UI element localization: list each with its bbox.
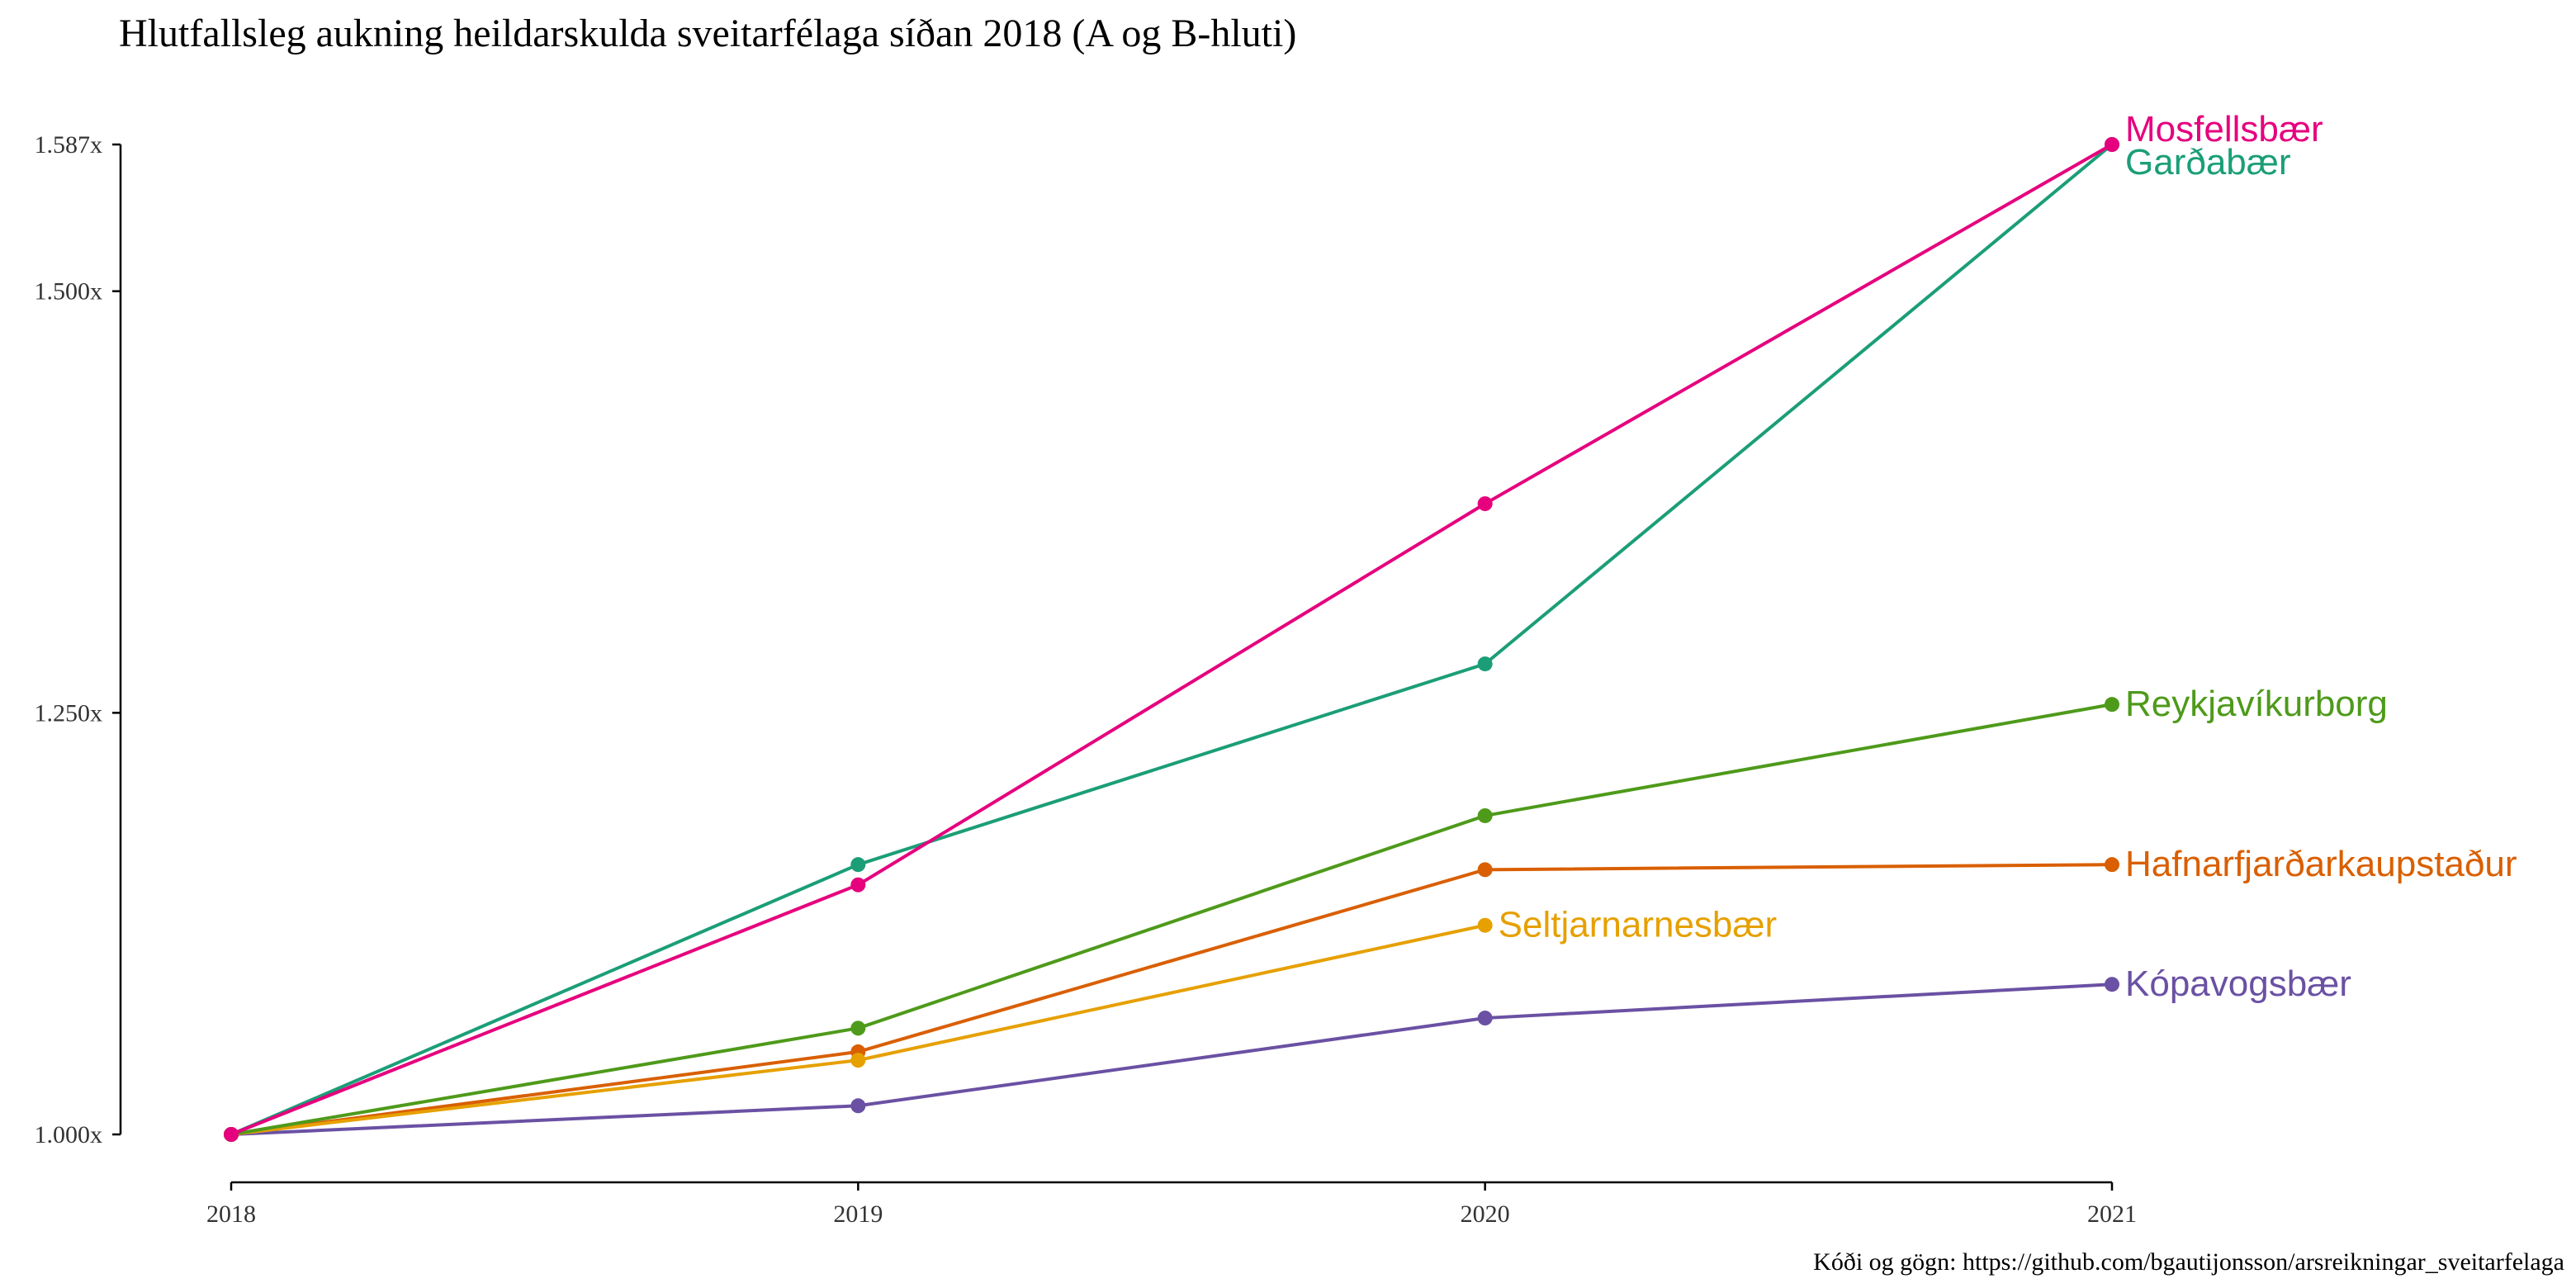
data-point-seltjarnarnesb-r: [1477, 917, 1493, 933]
y-tick-label: 1.250x: [35, 699, 103, 727]
data-point-hafnarfjar-arkaupsta-ur: [2105, 857, 2119, 873]
series-line-mosfellsb-r: [230, 143, 2113, 1136]
data-point-mosfellsb-r: [1477, 496, 1493, 512]
data-point-mosfellsb-r: [850, 877, 866, 893]
series-line-ko-pavogsb-r: [230, 983, 2113, 1136]
series-label-ko-pavogsb-r: Kópavogsbær: [2125, 964, 2351, 1004]
x-tick-label: 2021: [2087, 1200, 2137, 1228]
chart-caption: Kóði og gögn: https://github.com/bgautij…: [1813, 1248, 2564, 1276]
y-tick-label: 1.500x: [35, 278, 103, 305]
x-tick-label: 2018: [206, 1200, 256, 1228]
data-point-mosfellsb-r: [224, 1127, 239, 1142]
axes: [119, 144, 2112, 1184]
series-label-reykjavi-kurborg: Reykjavíkurborg: [2125, 684, 2388, 724]
y-tick-label: 1.587x: [35, 131, 103, 159]
x-tick-label: 2019: [833, 1200, 883, 1228]
series-label-mosfellsb-r: Mosfellsbær: [2125, 109, 2323, 149]
data-point-gar-ab-r: [1477, 656, 1493, 672]
chart-title: Hlutfallsleg aukning heildarskulda sveit…: [119, 12, 1296, 55]
y-axis-ticks: 1.000x 1.250x 1.500x 1.587x: [35, 131, 121, 1148]
series-label-hafnarfjar-arkaupsta-ur: Hafnarfjarðarkaupstaður: [2125, 844, 2517, 884]
series-lines: [230, 143, 2114, 1136]
data-point-hafnarfjar-arkaupsta-ur: [1477, 862, 1493, 878]
series-label-gar-ab-r: Garðabær: [2125, 142, 2291, 182]
data-point-ko-pavogsb-r: [850, 1098, 866, 1114]
data-point-mosfellsb-r: [2105, 137, 2119, 152]
series-line-reykjavi-kurborg: [230, 703, 2113, 1136]
series-label-seltjarnarnesb-r: Seltjarnarnesbær: [1499, 905, 1777, 945]
data-point-seltjarnarnesb-r: [850, 1053, 866, 1068]
series-line-hafnarfjar-arkaupsta-ur: [230, 863, 2113, 1136]
data-point-ko-pavogsb-r: [2105, 977, 2119, 992]
series-labels: Garðabær Kópavogsbær Hafnarfjarðarkaupstað…: [1499, 109, 2517, 1004]
data-point-reykjavi-kurborg: [1477, 807, 1493, 823]
data-point-reykjavi-kurborg: [850, 1020, 866, 1036]
series-line-gar-ab-r: [230, 143, 2114, 1136]
data-point-reykjavi-kurborg: [2105, 697, 2119, 713]
data-point-ko-pavogsb-r: [1477, 1011, 1493, 1026]
y-tick-label: 1.000x: [35, 1121, 103, 1148]
x-tick-label: 2020: [1461, 1200, 1510, 1228]
x-axis-ticks: 2018 2019 2020 2021: [206, 1182, 2137, 1228]
data-point-gar-ab-r: [850, 857, 866, 873]
series-points: [224, 137, 2119, 1142]
